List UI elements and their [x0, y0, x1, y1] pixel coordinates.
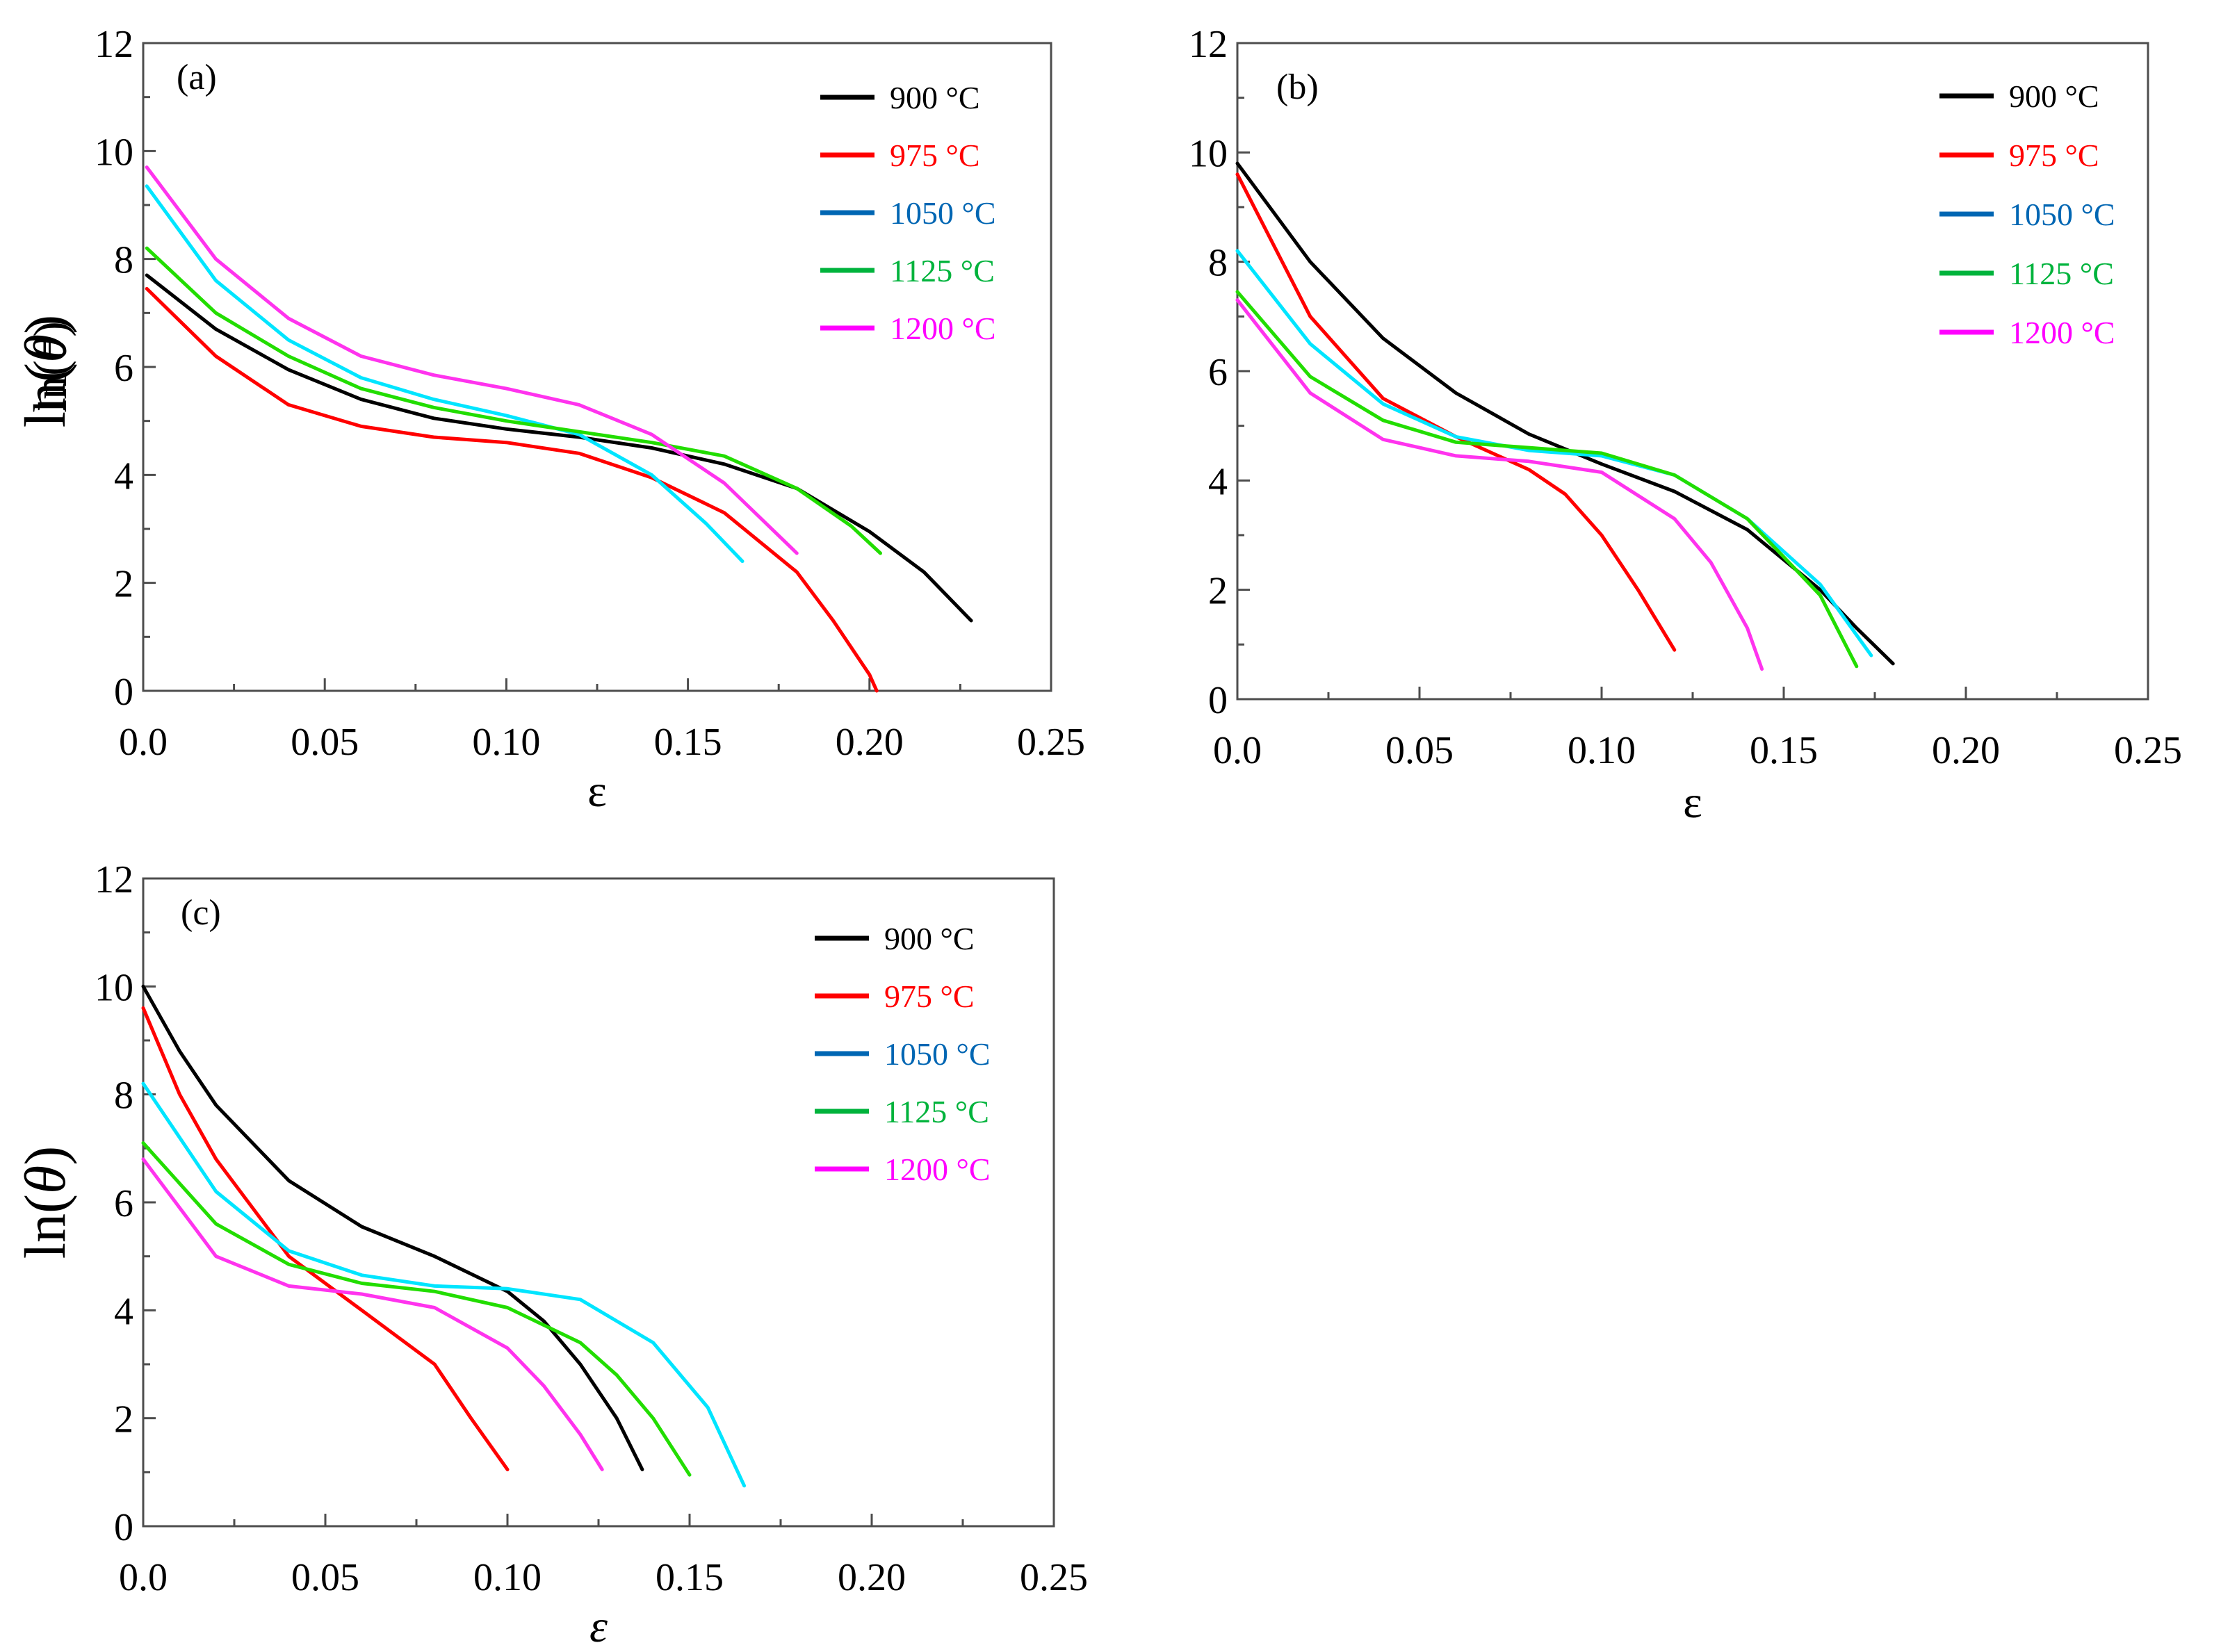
y-axis-title-prefix: ln( — [24, 360, 76, 413]
y-tick-label: 6 — [114, 1182, 133, 1225]
legend: 900 °C 975 °C 1050 °C 1125 °C 1200 °C — [1939, 79, 2115, 350]
y-axis-title: ln(θ) — [13, 1146, 78, 1259]
y-tick-label: 8 — [1208, 242, 1228, 285]
y-axis-title-prefix: ln( — [13, 1194, 78, 1259]
x-axis-title: ε — [1683, 777, 1702, 828]
y-tick-label: 6 — [1208, 351, 1228, 394]
y-tick-label: 4 — [1208, 460, 1228, 503]
y-tick-label: 0 — [114, 1506, 133, 1549]
y-tick-label: 12 — [95, 858, 133, 901]
series-line-1050c — [1235, 249, 1873, 657]
legend-label: 1050 °C — [884, 1036, 991, 1072]
panel-label: (c) — [181, 893, 221, 933]
legend-label: 900 °C — [2009, 79, 2099, 114]
legend-label: 1050 °C — [890, 195, 996, 231]
y-tick-label: 6 — [114, 347, 133, 390]
series-line-1200c — [1235, 298, 1764, 671]
x-tick-label: 0.0 — [119, 721, 168, 764]
series-line-900c — [145, 273, 973, 623]
panel-label: (b) — [1276, 67, 1319, 107]
legend-label: 1050 °C — [2009, 197, 2115, 232]
legend-label: 1125 °C — [890, 253, 995, 288]
y-tick-label: 8 — [114, 1074, 133, 1118]
y-tick-label: 8 — [114, 239, 133, 282]
plot-frame — [142, 877, 1055, 1528]
x-tick-label: 0.15 — [656, 1556, 724, 1599]
x-tick-label: 0.25 — [2114, 729, 2182, 772]
y-tick-label: 4 — [114, 455, 133, 498]
y-tick-label: 2 — [114, 563, 133, 606]
y-tick-label: 10 — [95, 131, 133, 174]
legend-label: 900 °C — [884, 921, 975, 956]
y-tick-label: 12 — [1189, 23, 1228, 66]
series-line-1125c — [145, 246, 882, 555]
y-tick-label: 2 — [114, 1398, 133, 1441]
legend-label: 1125 °C — [2009, 256, 2114, 291]
legend: 900 °C 975 °C 1050 °C 1125 °C 1200 °C — [815, 921, 991, 1187]
x-tick-label: 0.15 — [654, 721, 722, 764]
x-tick-label: 0.0 — [119, 1556, 168, 1599]
y-axis-title-suffix: ) — [13, 315, 78, 334]
series-line-975c — [141, 1006, 510, 1471]
x-tick-label: 0.10 — [472, 721, 540, 764]
y-tick-label: 10 — [1189, 132, 1228, 175]
x-tick-label: 0.10 — [473, 1556, 542, 1599]
y-axis-title-symbol: θ — [13, 334, 78, 363]
x-tick-label: 0.0 — [1213, 729, 1262, 772]
series-line-975c — [1235, 172, 1677, 652]
legend-label: 1125 °C — [884, 1094, 989, 1129]
series-line-975c — [145, 286, 879, 693]
series-line-1050c — [141, 1081, 747, 1488]
legend-label: 1200 °C — [2009, 315, 2115, 350]
x-tick-label: 0.25 — [1020, 1556, 1088, 1599]
x-tick-label: 0.20 — [836, 721, 904, 764]
y-axis-title: ln(θ) — [24, 321, 76, 413]
y-tick-label: 12 — [95, 23, 133, 66]
x-tick-label: 0.05 — [291, 1556, 359, 1599]
x-tick-label: 0.25 — [1017, 721, 1085, 764]
legend-label: 900 °C — [890, 80, 980, 115]
legend-label: 975 °C — [2009, 138, 2099, 173]
series-line-900c — [141, 984, 644, 1471]
y-axis-title-suffix: ) — [24, 321, 76, 337]
legend-label: 975 °C — [890, 138, 980, 173]
legend-label: 975 °C — [884, 979, 975, 1014]
series-line-1200c — [145, 165, 799, 555]
series-line-1200c — [141, 1157, 604, 1471]
y-axis-title-symbol: θ — [24, 337, 76, 360]
series-line-1125c — [1235, 290, 1859, 669]
series-line-1050c — [145, 184, 745, 564]
x-tick-label: 0.20 — [838, 1556, 906, 1599]
x-axis-title: ε — [589, 1601, 608, 1652]
y-axis-title-symbol: θ — [13, 1166, 78, 1194]
panel-c: 0.0 0.05 0.10 0.15 0.20 0.25 0 2 4 6 8 10 12 ε ln(θ) (c… — [13, 858, 1088, 1652]
y-tick-label: 0 — [1208, 679, 1228, 722]
legend-label: 1200 °C — [890, 311, 996, 346]
x-tick-label: 0.20 — [1932, 729, 2000, 772]
x-tick-label: 0.15 — [1750, 729, 1818, 772]
y-tick-label: 2 — [1208, 570, 1228, 613]
y-axis-title-suffix: ) — [13, 1146, 78, 1166]
panel-a: 0.0 0.05 0.10 0.15 0.20 0.25 0 2 4 6 8 10 12 ε ln(θ) (a… — [24, 23, 1085, 817]
legend: 900 °C 975 °C 1050 °C 1125 °C 1200 °C — [820, 80, 996, 346]
legend-label: 1200 °C — [884, 1152, 991, 1187]
series-line-1125c — [141, 1141, 692, 1477]
panel-label: (a) — [177, 58, 217, 97]
y-axis-title: ln(θ) — [13, 315, 78, 428]
y-tick-label: 10 — [95, 966, 133, 1009]
x-tick-label: 0.10 — [1568, 729, 1636, 772]
x-axis-title: ε — [587, 766, 607, 817]
y-tick-label: 0 — [114, 671, 133, 714]
x-tick-label: 0.05 — [291, 721, 359, 764]
y-axis-title-prefix: ln( — [13, 363, 78, 427]
panel-b: 0.0 0.05 0.10 0.15 0.20 0.25 0 2 4 6 8 10 12 ε ln(θ) (b… — [13, 23, 2182, 828]
y-tick-label: 4 — [114, 1290, 133, 1333]
series-line-900c — [1235, 161, 1895, 666]
x-tick-label: 0.05 — [1385, 729, 1454, 772]
